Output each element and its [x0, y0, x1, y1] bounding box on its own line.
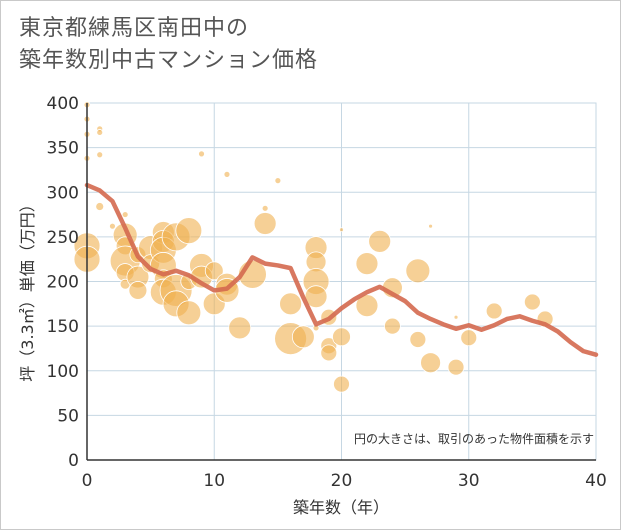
data-bubble — [128, 281, 148, 300]
data-bubble — [447, 358, 465, 376]
data-bubble — [96, 129, 104, 136]
bubble-layer — [73, 101, 554, 393]
data-bubble — [253, 212, 277, 235]
data-bubble — [121, 211, 129, 218]
title-line-1: 東京都練馬区南田中の — [19, 16, 250, 41]
y-tick-label: 350 — [47, 139, 79, 159]
data-bubble — [332, 327, 351, 347]
data-bubble — [409, 331, 427, 348]
chart-title: 東京都練馬区南田中の 築年数別中古マンション価格 — [19, 13, 318, 77]
data-bubble — [320, 344, 338, 362]
data-bubble — [383, 317, 401, 335]
data-bubble — [274, 177, 282, 185]
y-tick-label: 50 — [57, 406, 79, 426]
x-tick-label: 20 — [331, 471, 353, 491]
data-bubble — [453, 314, 459, 320]
data-bubble — [355, 252, 379, 276]
data-bubble — [368, 229, 392, 253]
bubble-size-note: 円の大きさは、取引のあった物件面積を示す — [354, 431, 594, 446]
y-tick-label: 100 — [47, 362, 79, 382]
data-bubble — [95, 202, 105, 211]
data-bubble — [420, 352, 441, 374]
y-axis-label: 坪（3.3㎡）単価（万円） — [18, 196, 37, 381]
data-bubble — [198, 150, 205, 158]
data-bubble — [204, 261, 224, 281]
data-bubble — [176, 300, 202, 326]
y-tick-label: 400 — [47, 94, 79, 114]
trend-layer — [84, 182, 599, 357]
data-bubble — [460, 329, 478, 347]
y-tick-label: 200 — [47, 273, 79, 293]
data-bubble — [261, 204, 269, 212]
tick-labels: 0 50 100 150 200 250 300 350 400 0 10 20 30 40 — [47, 94, 607, 491]
x-tick-label: 10 — [203, 471, 225, 491]
data-bubble — [175, 217, 203, 245]
x-axis-label: 築年数（年） — [293, 498, 389, 517]
y-tick-label: 150 — [47, 317, 79, 337]
data-bubble — [333, 375, 350, 393]
data-bubble — [291, 325, 315, 349]
y-tick-label: 300 — [47, 183, 79, 203]
data-bubble — [223, 170, 231, 178]
data-bubble — [109, 222, 116, 230]
data-bubble — [405, 258, 431, 284]
title-line-2: 築年数別中古マンション価格 — [19, 48, 319, 73]
y-tick-label: 250 — [47, 228, 79, 248]
data-bubble — [339, 227, 344, 233]
data-bubble — [485, 302, 503, 320]
axes — [86, 103, 596, 461]
data-bubble — [228, 316, 252, 340]
data-bubble — [96, 151, 104, 159]
x-tick-label: 0 — [82, 471, 93, 491]
trend-line — [84, 182, 599, 357]
y-tick-label: 0 — [68, 451, 79, 471]
data-bubble — [428, 223, 433, 229]
data-bubble — [523, 293, 541, 311]
x-tick-label: 30 — [458, 471, 480, 491]
data-bubble — [279, 292, 303, 316]
x-tick-label: 40 — [585, 471, 607, 491]
